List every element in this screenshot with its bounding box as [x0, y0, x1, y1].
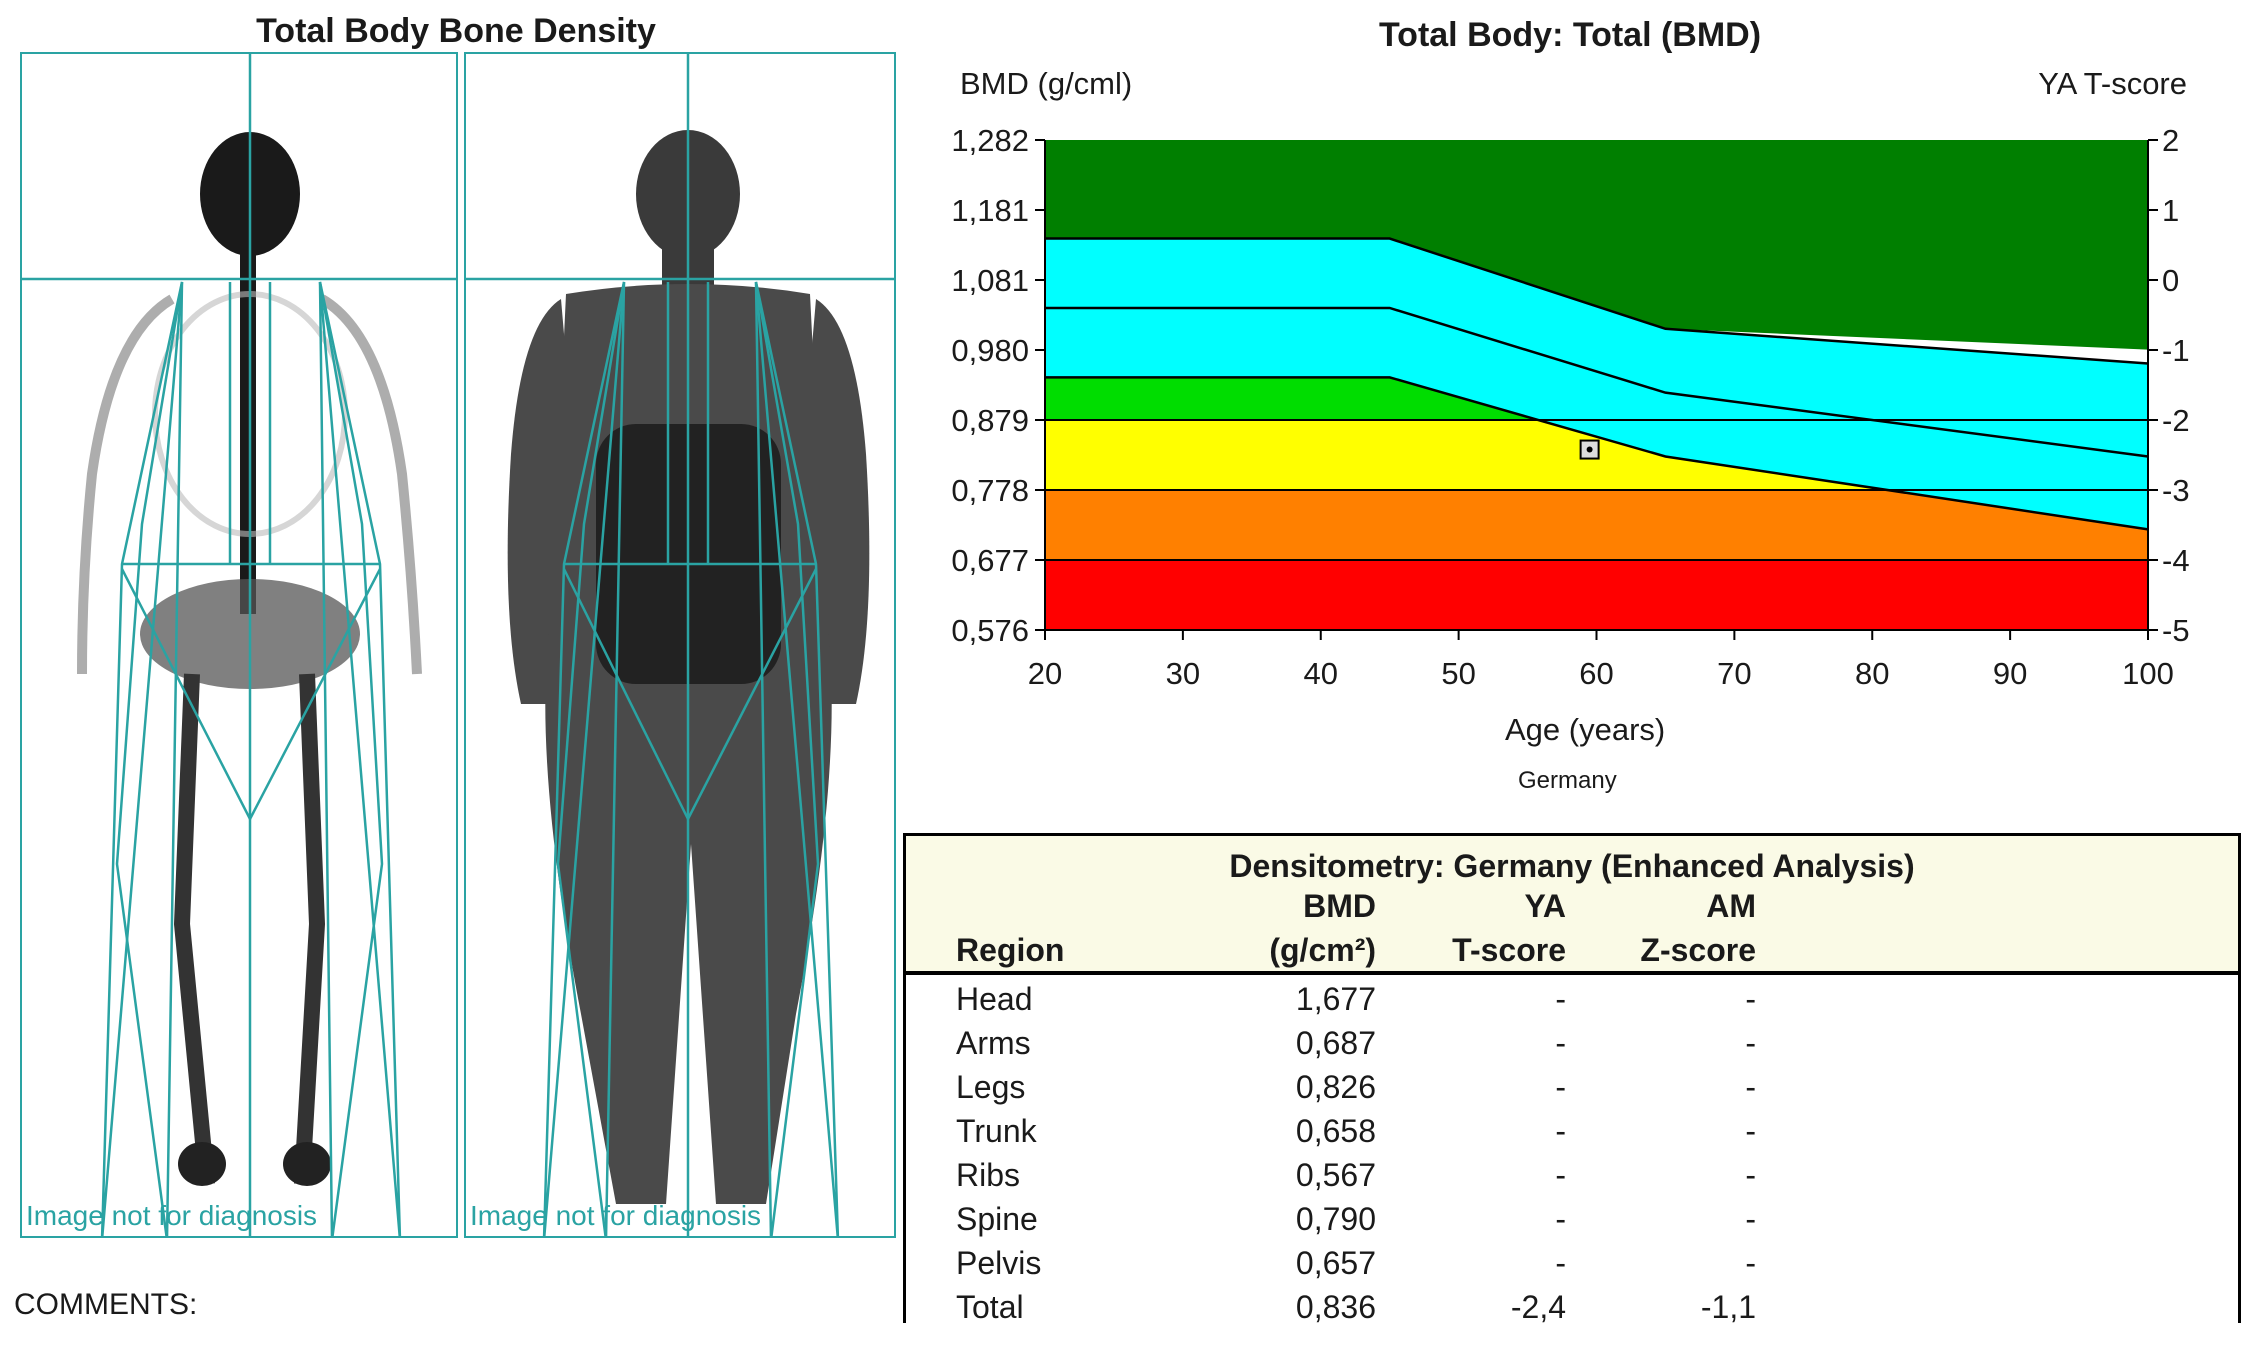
row-z-score: -: [1745, 1025, 1756, 1061]
header-region: Region: [956, 932, 1065, 968]
row-z-score: -: [1745, 1157, 1756, 1193]
y-tick-label: 0,778: [951, 473, 1029, 508]
row-bmd: 0,836: [1295, 1289, 1376, 1325]
y2-tick-label: 2: [2162, 123, 2179, 158]
y-tick-label: 1,081: [951, 263, 1029, 298]
row-region: Trunk: [956, 1113, 1037, 1149]
row-region: Total: [956, 1289, 1024, 1325]
row-bmd: 1,677: [1295, 981, 1376, 1017]
x-tick-label: 80: [1855, 656, 1889, 691]
y-axis-label: BMD (g/cml): [960, 66, 1133, 101]
row-z-score: -: [1745, 981, 1756, 1017]
y2-tick-label: 0: [2162, 263, 2179, 298]
row-bmd: 0,657: [1295, 1245, 1376, 1281]
scan-disclaimer-right: Image not for diagnosis: [470, 1200, 762, 1231]
row-bmd: 0,826: [1295, 1069, 1376, 1105]
band-cyan: [1045, 238, 2148, 530]
row-t-score: -: [1555, 1069, 1566, 1105]
band-dark-green: [1045, 140, 2148, 350]
x-tick-label: 70: [1717, 656, 1751, 691]
y2-tick-label: -3: [2162, 473, 2190, 508]
row-t-score: -: [1555, 1245, 1566, 1281]
reference-curve: [1045, 376, 2149, 531]
row-t-score: -2,4: [1510, 1289, 1566, 1325]
bmd-reference-chart: 0,576 0,677 0,778 0,879 0,980 1,081 1,181 1,282…: [951, 123, 2190, 691]
band-orange: [1045, 489, 2148, 560]
reference-curve: [1045, 237, 2149, 365]
header-am: AM: [1706, 888, 1756, 924]
x-tick-label: 60: [1579, 656, 1613, 691]
header-bmd: BMD: [1303, 888, 1376, 924]
densitometry-table: Densitometry: Germany (Enhanced Analysis…: [903, 833, 2241, 1325]
y-tick-label: 0,980: [951, 333, 1029, 368]
x-axis-label: Age (years): [1505, 712, 1666, 747]
densitometry-title: Densitometry: Germany (Enhanced Analysis…: [1229, 848, 1915, 884]
row-z-score: -: [1745, 1245, 1756, 1281]
row-region: Arms: [956, 1025, 1031, 1061]
x-tick-label: 90: [1993, 656, 2027, 691]
bone-skeleton-figure: [22, 54, 456, 1236]
band-red: [1045, 559, 2148, 630]
row-bmd: 0,567: [1295, 1157, 1376, 1193]
patient-marker-dot: [1586, 446, 1593, 453]
y-tick-label: 0,879: [951, 403, 1029, 438]
row-t-score: -: [1555, 1113, 1566, 1149]
reference-curve: [1045, 306, 2149, 458]
row-t-score: -: [1555, 1025, 1566, 1061]
chart-footnote: Germany: [1518, 767, 1617, 794]
header-z-score: Z-score: [1640, 932, 1756, 968]
y-tick-label: 1,282: [951, 123, 1029, 158]
bone-scan-image: Image not for diagnosis: [20, 52, 458, 1238]
header-bmd-unit: (g/cm²): [1269, 932, 1376, 968]
row-z-score: -1,1: [1700, 1289, 1756, 1325]
row-bmd: 0,658: [1295, 1113, 1376, 1149]
y2-tick-label: -2: [2162, 403, 2190, 438]
y2-tick-label: 1: [2162, 193, 2179, 228]
densitometry-header: [906, 836, 2238, 975]
y-tick-label: 1,181: [951, 193, 1029, 228]
y2-axis-label: YA T-score: [2038, 66, 2187, 101]
scan-disclaimer-left: Image not for diagnosis: [26, 1200, 318, 1231]
row-t-score: -: [1555, 981, 1566, 1017]
soft-tissue-scan-image: Image not for diagnosis: [464, 52, 896, 1238]
row-z-score: -: [1745, 1201, 1756, 1237]
row-bmd: 0,687: [1295, 1025, 1376, 1061]
y-tick-label: 0,576: [951, 613, 1029, 648]
x-tick-label: 30: [1166, 656, 1200, 691]
row-region: Head: [956, 981, 1033, 1017]
row-t-score: -: [1555, 1157, 1566, 1193]
row-region: Spine: [956, 1201, 1038, 1237]
row-region: Ribs: [956, 1157, 1021, 1193]
y2-tick-label: -4: [2162, 543, 2190, 578]
x-tick-label: 40: [1304, 656, 1338, 691]
comments-label: COMMENTS:: [14, 1288, 198, 1320]
x-tick-label: 100: [2122, 656, 2174, 691]
x-tick-label: 20: [1028, 656, 1062, 691]
header-ya: YA: [1524, 888, 1566, 924]
x-tick-label: 50: [1441, 656, 1475, 691]
y-tick-label: 0,677: [951, 543, 1029, 578]
row-z-score: -: [1745, 1113, 1756, 1149]
soft-tissue-figure: [466, 54, 894, 1236]
header-t-score: T-score: [1452, 932, 1566, 968]
row-t-score: -: [1555, 1201, 1566, 1237]
chart-title: Total Body: Total (BMD): [1378, 16, 1762, 54]
row-z-score: -: [1745, 1069, 1756, 1105]
y2-tick-label: -5: [2162, 613, 2190, 648]
row-region: Legs: [956, 1069, 1026, 1105]
row-region: Pelvis: [956, 1245, 1042, 1281]
y2-tick-label: -1: [2162, 333, 2190, 368]
scan-title: Total Body Bone Density: [256, 12, 656, 50]
row-bmd: 0,790: [1295, 1201, 1376, 1237]
